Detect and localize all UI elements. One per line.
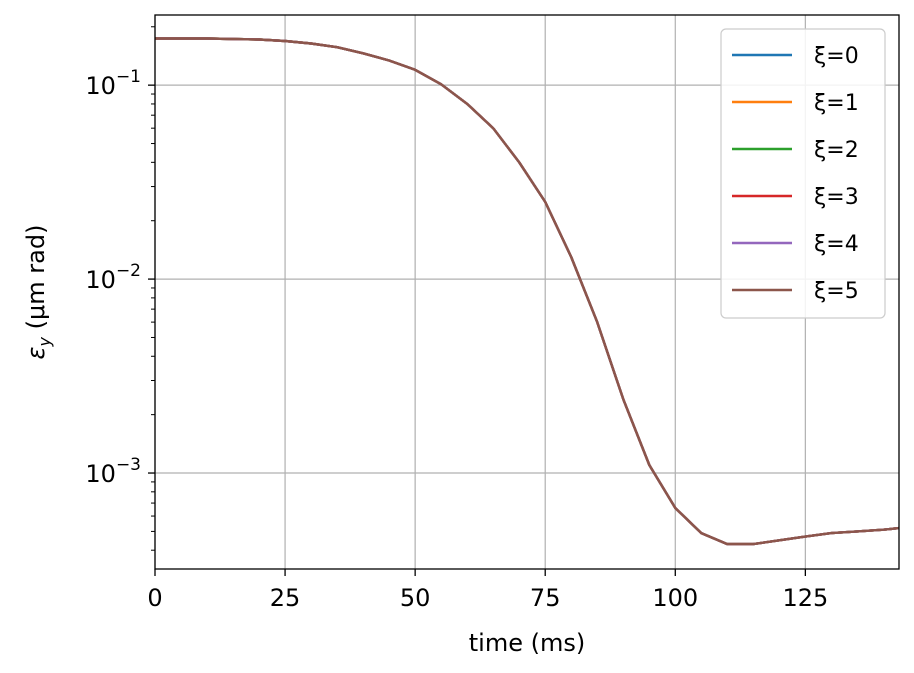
y-axis-label: εy (μm rad) (22, 225, 54, 360)
series-line (155, 37, 900, 546)
legend-label: ξ=0 (814, 44, 859, 69)
legend-label: ξ=5 (814, 279, 859, 304)
x-tick-label: 125 (782, 584, 828, 612)
legend-label: ξ=3 (814, 185, 859, 210)
legend-label: ξ=1 (814, 91, 859, 116)
plot-frame (154, 14, 900, 570)
legend: ξ=0 ξ=1 ξ=2 ξ=3 ξ=4 ξ=5 (720, 28, 886, 319)
legend-label: ξ=4 (814, 232, 859, 257)
x-tick-label: 50 (400, 584, 431, 612)
x-axis-ticks: 0 25 50 75 100 125 (147, 569, 828, 612)
y-axis-ticks: 10−3 10−2 10−1 (85, 26, 155, 551)
series-lines (155, 37, 900, 546)
legend-label: ξ=2 (814, 138, 859, 163)
x-tick-label: 0 (147, 584, 162, 612)
legend-box (720, 28, 886, 319)
x-tick-label: 25 (270, 584, 301, 612)
y-tick-label: 10−2 (85, 261, 141, 294)
x-axis-label: time (ms) (469, 629, 585, 657)
y-tick-label: 10−3 (85, 455, 141, 488)
y-tick-label: 10−1 (85, 67, 141, 100)
x-tick-label: 75 (530, 584, 561, 612)
x-tick-label: 100 (652, 584, 698, 612)
